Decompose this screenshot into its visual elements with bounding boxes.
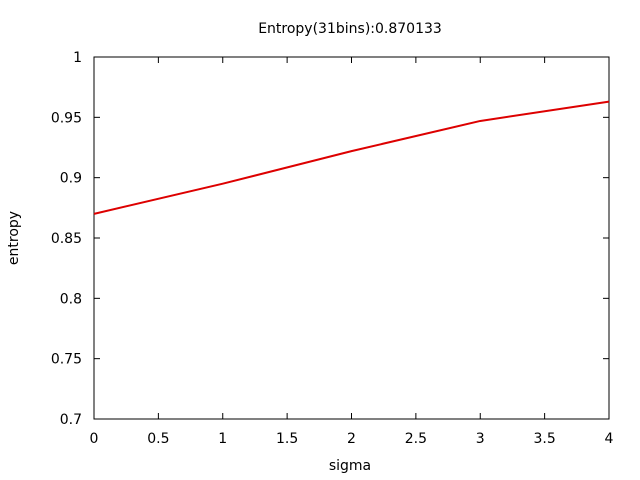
x-axis-ticks: 0 0.5 1 1.5 2 2.5 3 3.5 4 [90,57,614,447]
x-tick-label: 4 [605,431,614,447]
y-tick-label: 0.9 [60,171,82,187]
x-tick-label: 3.5 [533,431,555,447]
x-tick-label: 2 [347,431,356,447]
x-tick-label: 0 [90,431,99,447]
series-layer [93,100,610,215]
y-tick-label: 0.75 [51,352,82,368]
x-tick-label: 1.5 [276,431,298,447]
y-tick-label: 0.8 [60,291,82,307]
x-tick-label: 0.5 [147,431,169,447]
plot-frame [93,56,610,420]
y-tick-label: 0.85 [51,231,82,247]
x-tick-label: 1 [218,431,227,447]
y-axis-ticks: 0.7 0.75 0.8 0.85 0.9 0.95 1 [51,50,609,428]
y-tick-label: 0.95 [51,110,82,126]
y-axis-label: entropy [6,211,22,265]
y-tick-label: 0.7 [60,412,82,428]
x-tick-label: 2.5 [405,431,427,447]
x-tick-label: 3 [476,431,485,447]
chart-title: Entropy(31bins):0.870133 [258,21,442,37]
series-line [93,100,610,215]
x-axis-label: sigma [329,458,371,474]
y-tick-label: 1 [73,50,82,66]
